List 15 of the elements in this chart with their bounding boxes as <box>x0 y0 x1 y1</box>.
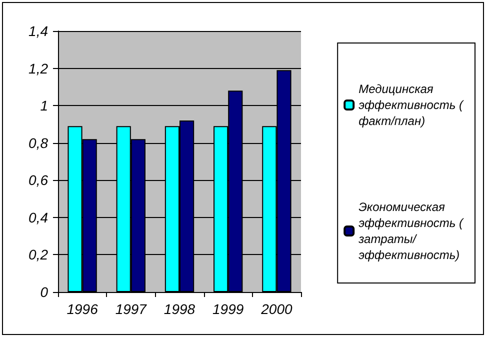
y-tick-label: 1,4 <box>28 23 48 39</box>
y-tick-label: 1,2 <box>28 60 48 76</box>
legend-label: Экономическая эффективность ( затраты/ эффективность) <box>358 200 466 262</box>
y-tick-label: 1 <box>40 98 48 114</box>
y-tick-label: 0,4 <box>28 209 48 226</box>
x-tick-label: 2000 <box>260 301 292 317</box>
x-tick-label: 1996 <box>66 301 98 317</box>
legend-label: Медицинская эффективность ( факт/план) <box>358 82 466 128</box>
x-tick-label: 1997 <box>115 301 148 317</box>
y-tick-label: 0,8 <box>28 134 48 151</box>
y-tick-label: 0 <box>40 284 48 300</box>
x-tick-label: 1998 <box>164 301 196 317</box>
y-tick-label: 0,2 <box>28 246 48 263</box>
y-tick-label: 0,6 <box>28 172 48 188</box>
x-tick-label: 1999 <box>212 301 244 317</box>
